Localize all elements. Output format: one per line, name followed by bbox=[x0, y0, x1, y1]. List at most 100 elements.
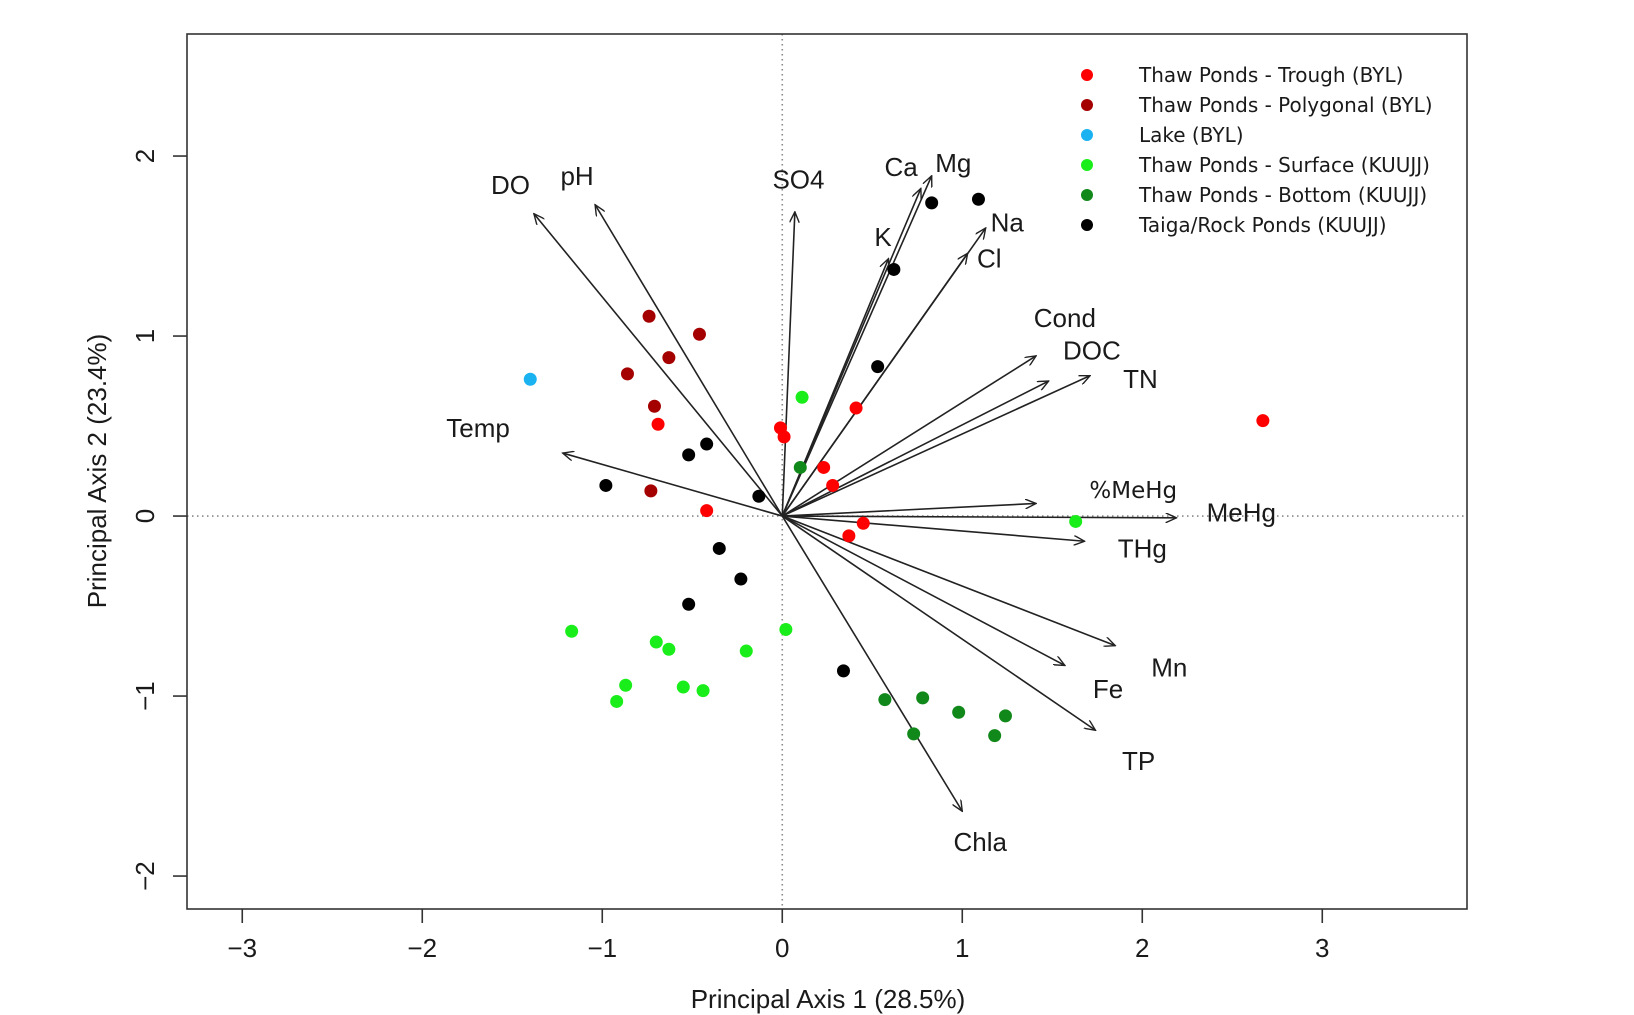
data-point bbox=[565, 624, 579, 638]
vector-arrow-temp bbox=[563, 453, 783, 517]
legend-label: Taiga/Rock Ponds (KUUJJ) bbox=[1138, 213, 1387, 237]
data-point bbox=[871, 360, 885, 374]
data-point bbox=[662, 642, 676, 656]
y-axis-title: Principal Axis 2 (23.4%) bbox=[82, 334, 112, 609]
data-point bbox=[826, 478, 840, 492]
x-tick-label: 1 bbox=[955, 933, 969, 963]
loading-vectors bbox=[534, 176, 1177, 811]
data-point bbox=[700, 504, 714, 518]
data-point bbox=[647, 399, 661, 413]
y-tick-label: −1 bbox=[130, 681, 160, 711]
vector-label: K bbox=[874, 222, 892, 252]
y-tick-label: −2 bbox=[130, 861, 160, 891]
legend-label: Thaw Ponds - Polygonal (BYL) bbox=[1138, 93, 1433, 117]
data-point bbox=[610, 694, 624, 708]
data-point bbox=[599, 478, 613, 492]
vector-arrow-cl bbox=[781, 253, 967, 517]
legend-label: Thaw Ponds - Bottom (KUUJJ) bbox=[1138, 183, 1427, 207]
legend-label: Thaw Ponds - Trough (BYL) bbox=[1138, 63, 1403, 87]
vector-arrow-fe bbox=[781, 515, 1065, 665]
y-tick-label: 1 bbox=[130, 329, 160, 343]
vector-label: Temp bbox=[446, 413, 510, 443]
vector-label: TN bbox=[1123, 364, 1158, 394]
data-point bbox=[739, 644, 753, 658]
legend-marker bbox=[1081, 129, 1093, 141]
data-point bbox=[998, 709, 1012, 723]
data-point bbox=[662, 351, 676, 365]
legend-item: Thaw Ponds - Surface (KUUJJ) bbox=[1081, 153, 1430, 177]
vector-arrow-mg bbox=[781, 176, 931, 517]
data-point bbox=[752, 489, 766, 503]
vector-label: SO4 bbox=[772, 164, 824, 194]
data-point bbox=[878, 693, 892, 707]
data-point bbox=[649, 635, 663, 649]
data-point bbox=[619, 678, 633, 692]
vector-label: MeHg bbox=[1207, 497, 1276, 527]
legend-marker bbox=[1081, 69, 1093, 81]
vector-label: Mg bbox=[935, 148, 971, 178]
vector-arrow-ph bbox=[595, 205, 783, 517]
vector-label: %MeHg bbox=[1089, 478, 1177, 504]
y-tick-label: 0 bbox=[130, 509, 160, 523]
data-point bbox=[651, 417, 665, 431]
x-axis: −3 −2 −1 0 1 2 3 bbox=[227, 909, 1330, 963]
data-point bbox=[849, 401, 863, 415]
legend-label: Thaw Ponds - Surface (KUUJJ) bbox=[1138, 153, 1430, 177]
data-point bbox=[676, 680, 690, 694]
legend-label: Lake (BYL) bbox=[1139, 123, 1244, 147]
data-point bbox=[642, 309, 656, 323]
data-point bbox=[1256, 414, 1270, 428]
x-tick-label: 0 bbox=[775, 933, 789, 963]
vector-label: TP bbox=[1122, 746, 1155, 776]
vector-arrow-tn bbox=[781, 374, 1090, 517]
legend-marker bbox=[1081, 219, 1093, 231]
data-point bbox=[836, 664, 850, 678]
y-axis: −2 −1 0 1 2 bbox=[130, 149, 187, 891]
data-point bbox=[734, 572, 748, 586]
vector-label: DOC bbox=[1063, 335, 1121, 365]
data-point bbox=[887, 262, 901, 276]
data-point bbox=[712, 541, 726, 555]
vector-label: THg bbox=[1118, 533, 1167, 563]
x-tick-label: −2 bbox=[407, 933, 437, 963]
y-tick-label: 2 bbox=[130, 149, 160, 163]
data-point bbox=[682, 597, 696, 611]
vector-label: Ca bbox=[884, 152, 918, 182]
data-point bbox=[523, 372, 537, 386]
vector-arrow-thg bbox=[782, 515, 1084, 541]
x-tick-label: −3 bbox=[227, 933, 257, 963]
legend-item: Thaw Ponds - Bottom (KUUJJ) bbox=[1081, 183, 1427, 207]
data-point bbox=[644, 484, 658, 498]
data-point bbox=[916, 691, 930, 705]
data-point bbox=[907, 727, 921, 741]
vector-arrow-mn bbox=[781, 515, 1115, 646]
vector-label: DO bbox=[491, 170, 530, 200]
data-point bbox=[777, 430, 791, 444]
data-point bbox=[793, 460, 807, 474]
vector-arrow-pct-mehg bbox=[782, 503, 1036, 517]
data-point bbox=[696, 684, 710, 698]
vector-arrow-cond bbox=[781, 356, 1036, 517]
data-point bbox=[795, 390, 809, 404]
data-point bbox=[952, 705, 966, 719]
legend-item: Thaw Ponds - Polygonal (BYL) bbox=[1081, 93, 1433, 117]
vector-label: Na bbox=[991, 208, 1025, 238]
vector-label: Chla bbox=[954, 827, 1008, 857]
data-point bbox=[700, 437, 714, 451]
x-tick-label: −1 bbox=[587, 933, 617, 963]
legend-item: Lake (BYL) bbox=[1081, 123, 1244, 147]
data-point bbox=[682, 448, 696, 462]
vector-arrow-do bbox=[534, 214, 783, 517]
legend-marker bbox=[1081, 189, 1093, 201]
data-point bbox=[971, 192, 985, 206]
data-point bbox=[779, 622, 793, 636]
vector-label: Cl bbox=[977, 244, 1002, 274]
vector-arrow-so4 bbox=[781, 212, 795, 517]
legend-marker bbox=[1081, 159, 1093, 171]
vector-arrow-tp bbox=[781, 515, 1095, 730]
legend-marker bbox=[1081, 99, 1093, 111]
vector-label: Mn bbox=[1151, 652, 1187, 682]
data-point bbox=[988, 729, 1002, 743]
data-point bbox=[1069, 514, 1083, 528]
